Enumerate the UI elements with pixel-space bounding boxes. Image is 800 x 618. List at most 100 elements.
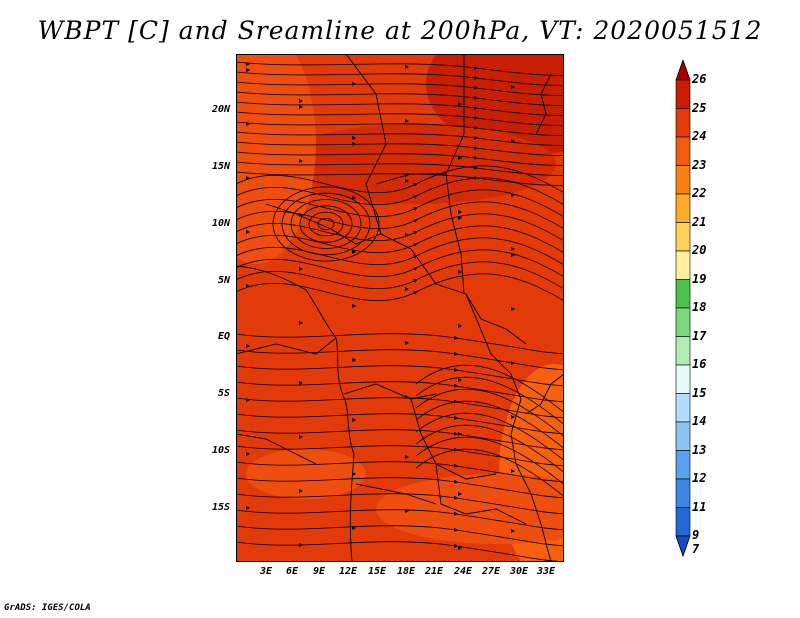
streamline xyxy=(236,189,564,218)
streamline-arrow xyxy=(511,253,515,257)
colorbar-bottom-triangle xyxy=(675,535,691,558)
streamline-arrow xyxy=(458,378,462,382)
streamline xyxy=(308,211,344,237)
colorbar-label: 13 xyxy=(692,442,707,457)
streamline-arrow xyxy=(352,250,356,254)
lat-label-15n: 15N xyxy=(211,161,230,172)
streamline-arrow xyxy=(352,142,356,146)
colorbar-segment xyxy=(675,250,691,280)
streamline xyxy=(236,273,564,302)
streamline xyxy=(299,205,353,243)
streamline xyxy=(236,201,564,230)
colorbar-segment xyxy=(675,450,691,480)
streamline-arrow xyxy=(405,455,409,459)
streamline-arrow xyxy=(246,176,250,180)
colorbar-label: 17 xyxy=(692,328,707,343)
streamline-arrow xyxy=(246,344,250,348)
colorbar-label: 20 xyxy=(692,243,707,257)
streamline-arrow xyxy=(299,543,303,547)
streamline-arrow xyxy=(405,65,409,69)
colorbar-segment xyxy=(675,279,691,309)
streamline xyxy=(415,424,564,473)
country-borders xyxy=(236,54,564,562)
colorbar-label: 16 xyxy=(692,357,707,371)
streamline xyxy=(236,121,564,137)
streamline-arrow xyxy=(511,193,515,197)
lon-label-12e: 12E xyxy=(338,566,358,577)
streamline xyxy=(415,400,564,449)
streamline xyxy=(236,165,564,194)
streamline xyxy=(236,509,564,531)
lon-label-18e: 18E xyxy=(396,566,416,577)
colorbar-segment xyxy=(675,136,691,166)
streamline-arrow xyxy=(246,398,250,402)
streamline-arrow xyxy=(405,509,409,513)
lat-label-20n: 20N xyxy=(211,104,230,115)
lon-label-6e: 6E xyxy=(285,566,299,577)
lon-label-9e: 9E xyxy=(312,566,326,577)
streamline xyxy=(415,436,564,485)
streamline xyxy=(272,186,380,262)
grads-credit: GrADS: IGES/COLA xyxy=(4,603,91,613)
colorbar-segment xyxy=(675,79,691,109)
streamline-arrow xyxy=(458,492,462,496)
streamline-arrow xyxy=(511,139,515,143)
streamline-arrow xyxy=(299,321,303,325)
colorbar-segment xyxy=(675,307,691,337)
streamline xyxy=(415,388,564,437)
streamline-arrow xyxy=(511,469,515,473)
streamline-arrow xyxy=(458,324,462,328)
streamline-arrow xyxy=(352,358,356,362)
streamline xyxy=(290,199,362,249)
lon-label-33e: 33E xyxy=(536,566,556,577)
lon-label-30e: 30E xyxy=(509,566,529,577)
streamline xyxy=(236,131,564,147)
streamline xyxy=(236,151,564,167)
streamline xyxy=(236,225,564,254)
streamline-arrow xyxy=(246,122,250,126)
streamline-arrow xyxy=(246,68,250,72)
colorbar-segment xyxy=(675,165,691,195)
streamline-arrow xyxy=(299,99,303,103)
lat-label-5s: 5S xyxy=(217,388,230,399)
colorbar-label: 14 xyxy=(692,414,707,428)
streamline-arrow xyxy=(299,105,303,109)
streamline-arrow xyxy=(246,452,250,456)
streamline xyxy=(236,397,564,419)
streamline-arrow xyxy=(405,341,409,345)
streamline-arrow xyxy=(405,179,409,183)
lon-label-24e: 24E xyxy=(453,566,473,577)
streamline xyxy=(236,249,564,278)
streamline xyxy=(236,541,564,562)
streamline-arrow xyxy=(299,267,303,271)
streamline-arrow xyxy=(299,381,303,385)
streamline-arrow xyxy=(405,233,409,237)
streamline-arrow xyxy=(246,506,250,510)
streamline-arrow xyxy=(405,287,409,291)
colorbar-segment xyxy=(675,421,691,451)
streamline xyxy=(236,111,564,127)
streamline-arrow xyxy=(299,159,303,163)
colorbar-segment xyxy=(675,193,691,223)
colorbar-label: 21 xyxy=(692,214,707,229)
colorbar-segment xyxy=(675,393,691,423)
colorbar-segment xyxy=(675,108,691,138)
streamline-arrow xyxy=(246,284,250,288)
colorbar xyxy=(675,60,691,558)
shading-light-southwest xyxy=(246,449,366,499)
colorbar-label: 12 xyxy=(692,471,707,485)
lat-label-10n: 10N xyxy=(211,218,230,229)
colorbar-label: 7 xyxy=(692,542,700,556)
lat-label-eq: EQ xyxy=(217,331,230,342)
map-panel xyxy=(236,54,564,562)
streamline xyxy=(236,141,564,157)
streamline xyxy=(236,213,564,242)
streamline-arrow xyxy=(511,307,515,311)
streamline-arrow xyxy=(352,196,356,200)
colorbar-label: 24 xyxy=(692,129,707,143)
streamline-arrow xyxy=(246,62,250,66)
colorbar-label: 26 xyxy=(692,72,707,86)
streamline-arrow xyxy=(352,82,356,86)
streamlines xyxy=(236,61,564,562)
streamline-arrow xyxy=(299,489,303,493)
